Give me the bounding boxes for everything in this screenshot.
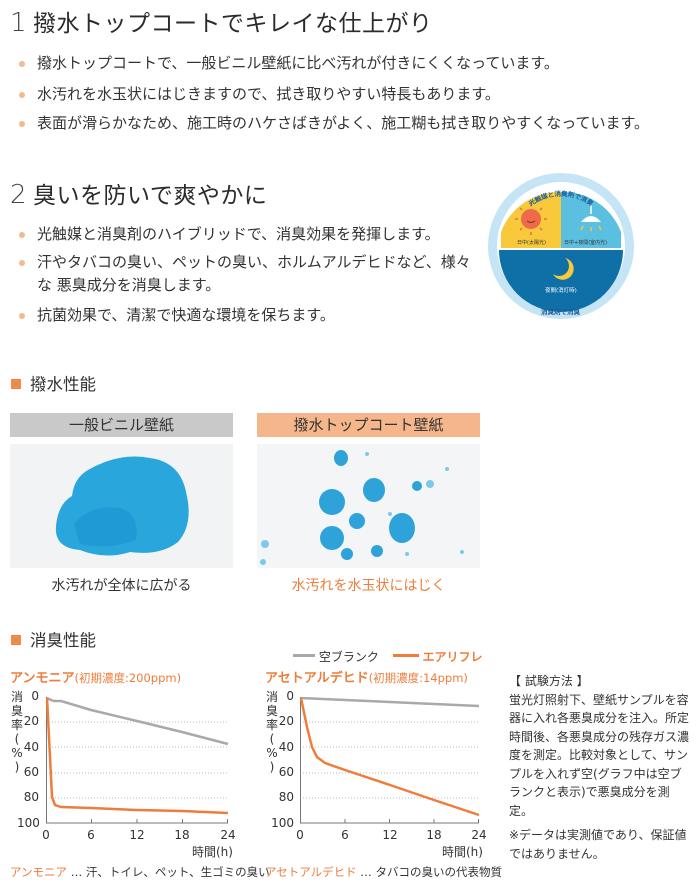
chart2-footnote: アセトアルデヒド … タバコの臭いの代表物質 <box>265 864 502 880</box>
bullet-dot-icon <box>19 61 25 67</box>
section1-title: 撥水トップコートでキレイな仕上がり <box>33 11 433 37</box>
night-label: 夜間(消灯時) <box>545 286 577 294</box>
chart1-ytick: 60 <box>23 765 39 779</box>
chart2-ytick: 20 <box>278 714 294 728</box>
caption-topcoat: 水汚れを水玉状にはじく <box>291 578 446 594</box>
chart2-xtick: 18 <box>426 828 442 842</box>
chart2-ytick: 60 <box>278 765 294 779</box>
chart1-ylabel: 消臭率(%) <box>10 690 23 774</box>
chart2-title-sub: (初期濃度:14ppm) <box>368 671 468 685</box>
chart2-ylabel: 消臭率(%) <box>265 690 278 774</box>
bullet-dot-icon <box>19 92 25 98</box>
bullet-text: 撥水トップコートで、一般ビニル壁紙に比べ汚れが付きにくくなっています。 <box>37 54 559 72</box>
legend-blank-label: 空ブランク <box>318 650 379 664</box>
moon-icon <box>553 258 574 280</box>
bullet-text: 抗菌効果で、清潔で快適な環境を保ちます。 <box>37 306 335 324</box>
bullet-dot-icon <box>19 260 25 266</box>
bullet-dot-icon <box>19 313 25 319</box>
section1-bullet-2: 水汚れを水玉状にはじきますので、拭き取りやすい特長もあります。 <box>19 83 687 106</box>
band-vinyl: 一般ビニル壁紙 <box>10 413 233 437</box>
chart1-xlabel: 時間(h) <box>192 845 233 859</box>
chart1-ytick: 40 <box>23 740 39 754</box>
chart2-xlabel: 時間(h) <box>442 845 483 859</box>
bullet-text: 表面が滑らかなため、施工時のハケさばきがよく、施工糊も拭き取りやすくなっています… <box>37 114 650 132</box>
chart1-xtick: 0 <box>42 828 50 842</box>
chart1-title: アンモニア(初期濃度:200ppm) <box>10 667 181 686</box>
square-marker-icon <box>11 379 21 389</box>
chart2-ytick: 40 <box>278 740 294 754</box>
chart1-xtick: 6 <box>87 828 95 842</box>
night-half <box>499 250 623 312</box>
sun-icon <box>515 203 547 235</box>
band-topcoat: 撥水トップコート壁紙 <box>257 413 480 437</box>
chart2-plot <box>300 697 480 824</box>
chart2-xtick: 24 <box>471 828 487 842</box>
lamp-icon <box>580 202 602 231</box>
lamp-label: 日中+夜間(室内光) <box>564 239 607 246</box>
chart1-ytick: 0 <box>31 689 39 703</box>
section1-number: 1 <box>10 8 28 38</box>
bullet-dot-icon <box>19 121 25 127</box>
chart1-title-name: アンモニア <box>10 671 75 686</box>
chart2-ytick: 100 <box>271 816 294 830</box>
test-method-disclaimer: ※データは実測値であり、保証値ではありません。 <box>509 828 687 861</box>
chart1-ytick: 20 <box>23 714 39 728</box>
section2-bullet-1: 光触媒と消臭剤のハイブリッドで、消臭効果を発揮します。 <box>19 223 477 246</box>
legend-product-label: エアリフレ <box>422 650 483 664</box>
deodorization-diagram: 日中(太陽光) 日中+夜間(室内光) 夜間(消灯時) 光触媒と消臭剤で消臭 消臭… <box>487 172 635 320</box>
water-heading-text: 撥水性能 <box>30 375 96 394</box>
section2-title: 臭いを防いで爽やかに <box>33 183 268 209</box>
test-method-title: 【 試験方法 】 <box>509 674 589 688</box>
chart1-xtick: 18 <box>174 828 190 842</box>
photo-topcoat-droplets <box>257 444 480 568</box>
caption-vinyl: 水汚れが全体に広がる <box>51 578 192 594</box>
chart2-footnote-name: アセトアルデヒド <box>265 865 357 879</box>
test-method-note: 【 試験方法 】 蛍光灯照射下、壁紙サンプルを容器に入れ各悪臭成分を注入。所定時… <box>509 672 692 863</box>
chart2-footnote-text: … タバコの臭いの代表物質 <box>356 865 502 879</box>
chart1-plot <box>46 697 229 824</box>
odor-heading-text: 消臭性能 <box>30 631 96 650</box>
chart1-xtick: 12 <box>129 828 145 842</box>
legend-blank-swatch <box>293 654 315 657</box>
chart2-xtick: 12 <box>382 828 398 842</box>
chart-legend: 空ブランク エアリフレ <box>293 648 483 665</box>
chart1-title-sub: (初期濃度:200ppm) <box>74 671 182 685</box>
chart2-xtick: 6 <box>341 828 349 842</box>
section1-heading: 1 撥水トップコートでキレイな仕上がり <box>10 4 433 38</box>
chart1-footnote-name: アンモニア <box>10 865 68 879</box>
test-method-body: 蛍光灯照射下、壁紙サンプルを容器に入れ各悪臭成分を注入。所定時間後、各悪臭成分の… <box>509 692 690 818</box>
chart2-ytick: 0 <box>286 689 294 703</box>
water-heading: 撥水性能 <box>11 371 96 395</box>
bullet-text: 水汚れを水玉状にはじきますので、拭き取りやすい特長もあります。 <box>37 85 500 103</box>
chart1-ytick: 80 <box>23 790 39 804</box>
chart2-title-name: アセトアルデヒド <box>265 671 369 686</box>
chart1-xtick: 24 <box>220 828 236 842</box>
square-marker-icon <box>11 635 21 645</box>
section2-number: 2 <box>10 180 28 210</box>
bullet-dot-icon <box>19 232 25 238</box>
section2-bullet-2: 汗やタバコの臭い、ペットの臭い、ホルムアルデヒドなど、様々な 悪臭成分を消臭しま… <box>19 251 477 297</box>
chart2-title: アセトアルデヒド(初期濃度:14ppm) <box>265 667 468 686</box>
section2-bullet-3: 抗菌効果で、清潔で快適な環境を保ちます。 <box>19 304 477 327</box>
bottom-arc-label: 消臭剤で消臭 <box>541 307 581 316</box>
chart2-xtick: 0 <box>296 828 304 842</box>
chart1-footnote-text: … 汗、トイレ、ペット、生ゴミの臭い <box>67 865 270 879</box>
chart1-footnote: アンモニア … 汗、トイレ、ペット、生ゴミの臭い <box>10 864 270 880</box>
photo-vinyl-stain <box>10 444 233 568</box>
section1-bullet-1: 撥水トップコートで、一般ビニル壁紙に比べ汚れが付きにくくなっています。 <box>19 52 687 75</box>
section2-heading: 2 臭いを防いで爽やかに <box>10 176 267 210</box>
chart2-ytick: 80 <box>278 790 294 804</box>
section1-bullet-3: 表面が滑らかなため、施工時のハケさばきがよく、施工糊も拭き取りやすくなっています… <box>19 112 692 135</box>
chart1-ytick: 100 <box>17 816 40 830</box>
odor-heading: 消臭性能 <box>11 627 96 651</box>
legend-product-swatch <box>392 654 419 657</box>
sun-label: 日中(太陽光) <box>517 239 546 246</box>
bullet-text: 光触媒と消臭剤のハイブリッドで、消臭効果を発揮します。 <box>37 225 440 243</box>
bullet-text: 汗やタバコの臭い、ペットの臭い、ホルムアルデヒドなど、様々な 悪臭成分を消臭しま… <box>37 253 471 294</box>
